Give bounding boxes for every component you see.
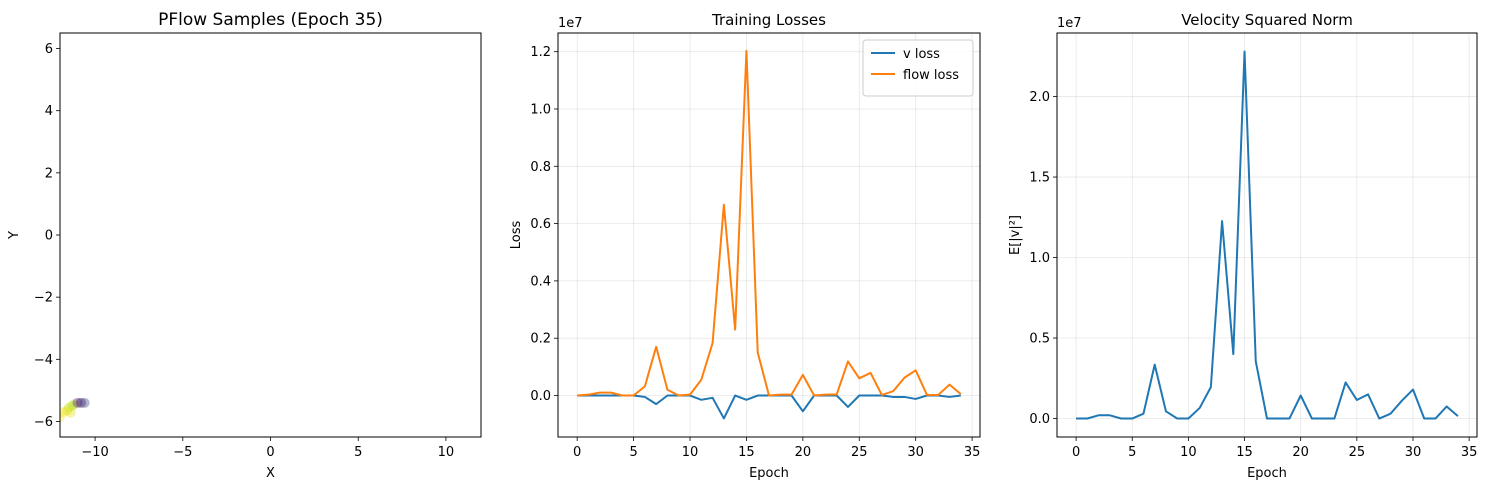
y-tick-label: 1.0 <box>530 102 551 117</box>
x-tick-label: 5 <box>629 445 637 460</box>
y-tick-label: −2 <box>34 291 53 306</box>
scatter-point <box>67 400 78 411</box>
y-tick-label: 2.0 <box>1029 90 1050 105</box>
scatter-point <box>63 402 74 413</box>
y-tick-label: 2 <box>45 166 53 181</box>
training-losses-panel: 0 5 10 15 20 25 30 35 0.0 0.2 0.4 0.6 0.8 1.0 1.2 Epoch… <box>509 11 981 481</box>
scatter-point <box>65 407 76 418</box>
y-tick-label: 0.0 <box>530 389 551 404</box>
y-tick-label: 1.5 <box>1029 171 1050 186</box>
axes-frame <box>59 32 482 438</box>
y-tick-label: 1.0 <box>1029 251 1050 266</box>
y-tick-label: 6 <box>45 42 53 57</box>
y-tick-label: 0.8 <box>530 160 551 175</box>
scatter-point <box>62 405 73 416</box>
y-tick-label: −4 <box>34 353 53 368</box>
y-tick-label: 0.5 <box>1029 332 1050 347</box>
y-tick-label: 4 <box>45 104 53 119</box>
scatter-point <box>72 397 83 408</box>
x-tick-label: 15 <box>1236 445 1253 460</box>
y-axis-label: E[|v|²] <box>1008 215 1023 255</box>
legend-label: v loss <box>903 47 940 62</box>
y-tick-label: 1.2 <box>530 45 551 60</box>
x-tick-label: 5 <box>354 445 362 460</box>
x-tick-label: 0 <box>1072 445 1080 460</box>
chart-title: Training Losses <box>711 11 826 29</box>
series-line-0 <box>1076 50 1459 420</box>
scatter-point <box>60 407 69 418</box>
x-tick-label: 35 <box>1461 445 1478 460</box>
x-tick-label: −5 <box>173 445 192 460</box>
x-tick-label: 10 <box>682 445 699 460</box>
velocity-norm-panel: 0 5 10 15 20 25 30 35 0.0 0.5 1.0 1.5 2.0 Epoch E[|v|²… <box>1008 11 1478 481</box>
y-tick-label: 0 <box>45 229 53 244</box>
axes-frame <box>557 32 981 438</box>
legend: v loss flow loss <box>862 39 974 97</box>
x-tick-label: 25 <box>851 445 868 460</box>
scatter-point <box>69 399 80 410</box>
y-offset-label: 1e7 <box>558 16 583 31</box>
chart-title: PFlow Samples (Epoch 35) <box>158 10 383 30</box>
y-tick-label: 0.6 <box>530 217 551 232</box>
x-axis-label: X <box>266 466 275 481</box>
y-offset-label: 1e7 <box>1057 16 1082 31</box>
plot-area <box>1076 50 1459 420</box>
y-tick-label: 0.4 <box>530 274 551 289</box>
x-axis-label: Epoch <box>749 466 789 481</box>
series-line-v-loss <box>577 394 961 420</box>
y-axis-label: Loss <box>509 221 524 250</box>
y-axis-label: Y <box>7 231 22 240</box>
x-tick-label: 5 <box>1128 445 1136 460</box>
x-tick-label: −10 <box>81 445 108 460</box>
axes-frame <box>1056 32 1478 438</box>
x-tick-label: 10 <box>1180 445 1197 460</box>
x-tick-label: 25 <box>1349 445 1366 460</box>
scatter-point <box>79 397 90 408</box>
x-tick-label: 20 <box>795 445 812 460</box>
x-tick-label: 20 <box>1292 445 1309 460</box>
plot-area <box>577 49 962 420</box>
x-tick-label: 35 <box>964 445 981 460</box>
x-axis-label: Epoch <box>1247 466 1287 481</box>
chart-title: Velocity Squared Norm <box>1181 11 1353 29</box>
samples-scatter-panel: −10 −5 0 5 10 −6 −4 −2 0 2 4 6 X Y PFlow Samples (Epoc… <box>7 10 482 481</box>
legend-label: flow loss <box>903 68 959 83</box>
x-tick-label: 0 <box>266 445 274 460</box>
scatter-point <box>76 397 87 408</box>
x-tick-label: 30 <box>1405 445 1422 460</box>
scatter-point <box>60 411 65 422</box>
x-tick-label: 30 <box>907 445 924 460</box>
series-line-flow-loss <box>577 49 962 397</box>
y-tick-label: 0.2 <box>530 332 551 347</box>
plot-area <box>60 397 90 422</box>
x-tick-label: 15 <box>738 445 755 460</box>
x-tick-label: 0 <box>573 445 581 460</box>
y-tick-label: 0.0 <box>1029 412 1050 427</box>
x-tick-label: 10 <box>438 445 455 460</box>
y-tick-label: −6 <box>34 415 53 430</box>
